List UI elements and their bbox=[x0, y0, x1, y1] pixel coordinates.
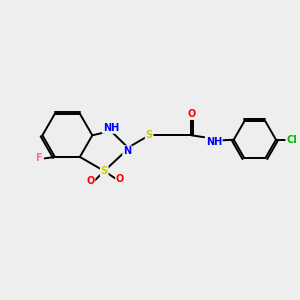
Text: O: O bbox=[86, 176, 94, 186]
Text: N: N bbox=[123, 146, 131, 156]
Text: S: S bbox=[146, 130, 153, 140]
Text: Cl: Cl bbox=[286, 135, 297, 145]
Text: S: S bbox=[101, 166, 108, 176]
Text: F: F bbox=[35, 153, 42, 164]
Text: NH: NH bbox=[206, 137, 222, 147]
Text: O: O bbox=[187, 109, 196, 119]
Text: O: O bbox=[116, 174, 124, 184]
Text: NH: NH bbox=[103, 123, 119, 133]
